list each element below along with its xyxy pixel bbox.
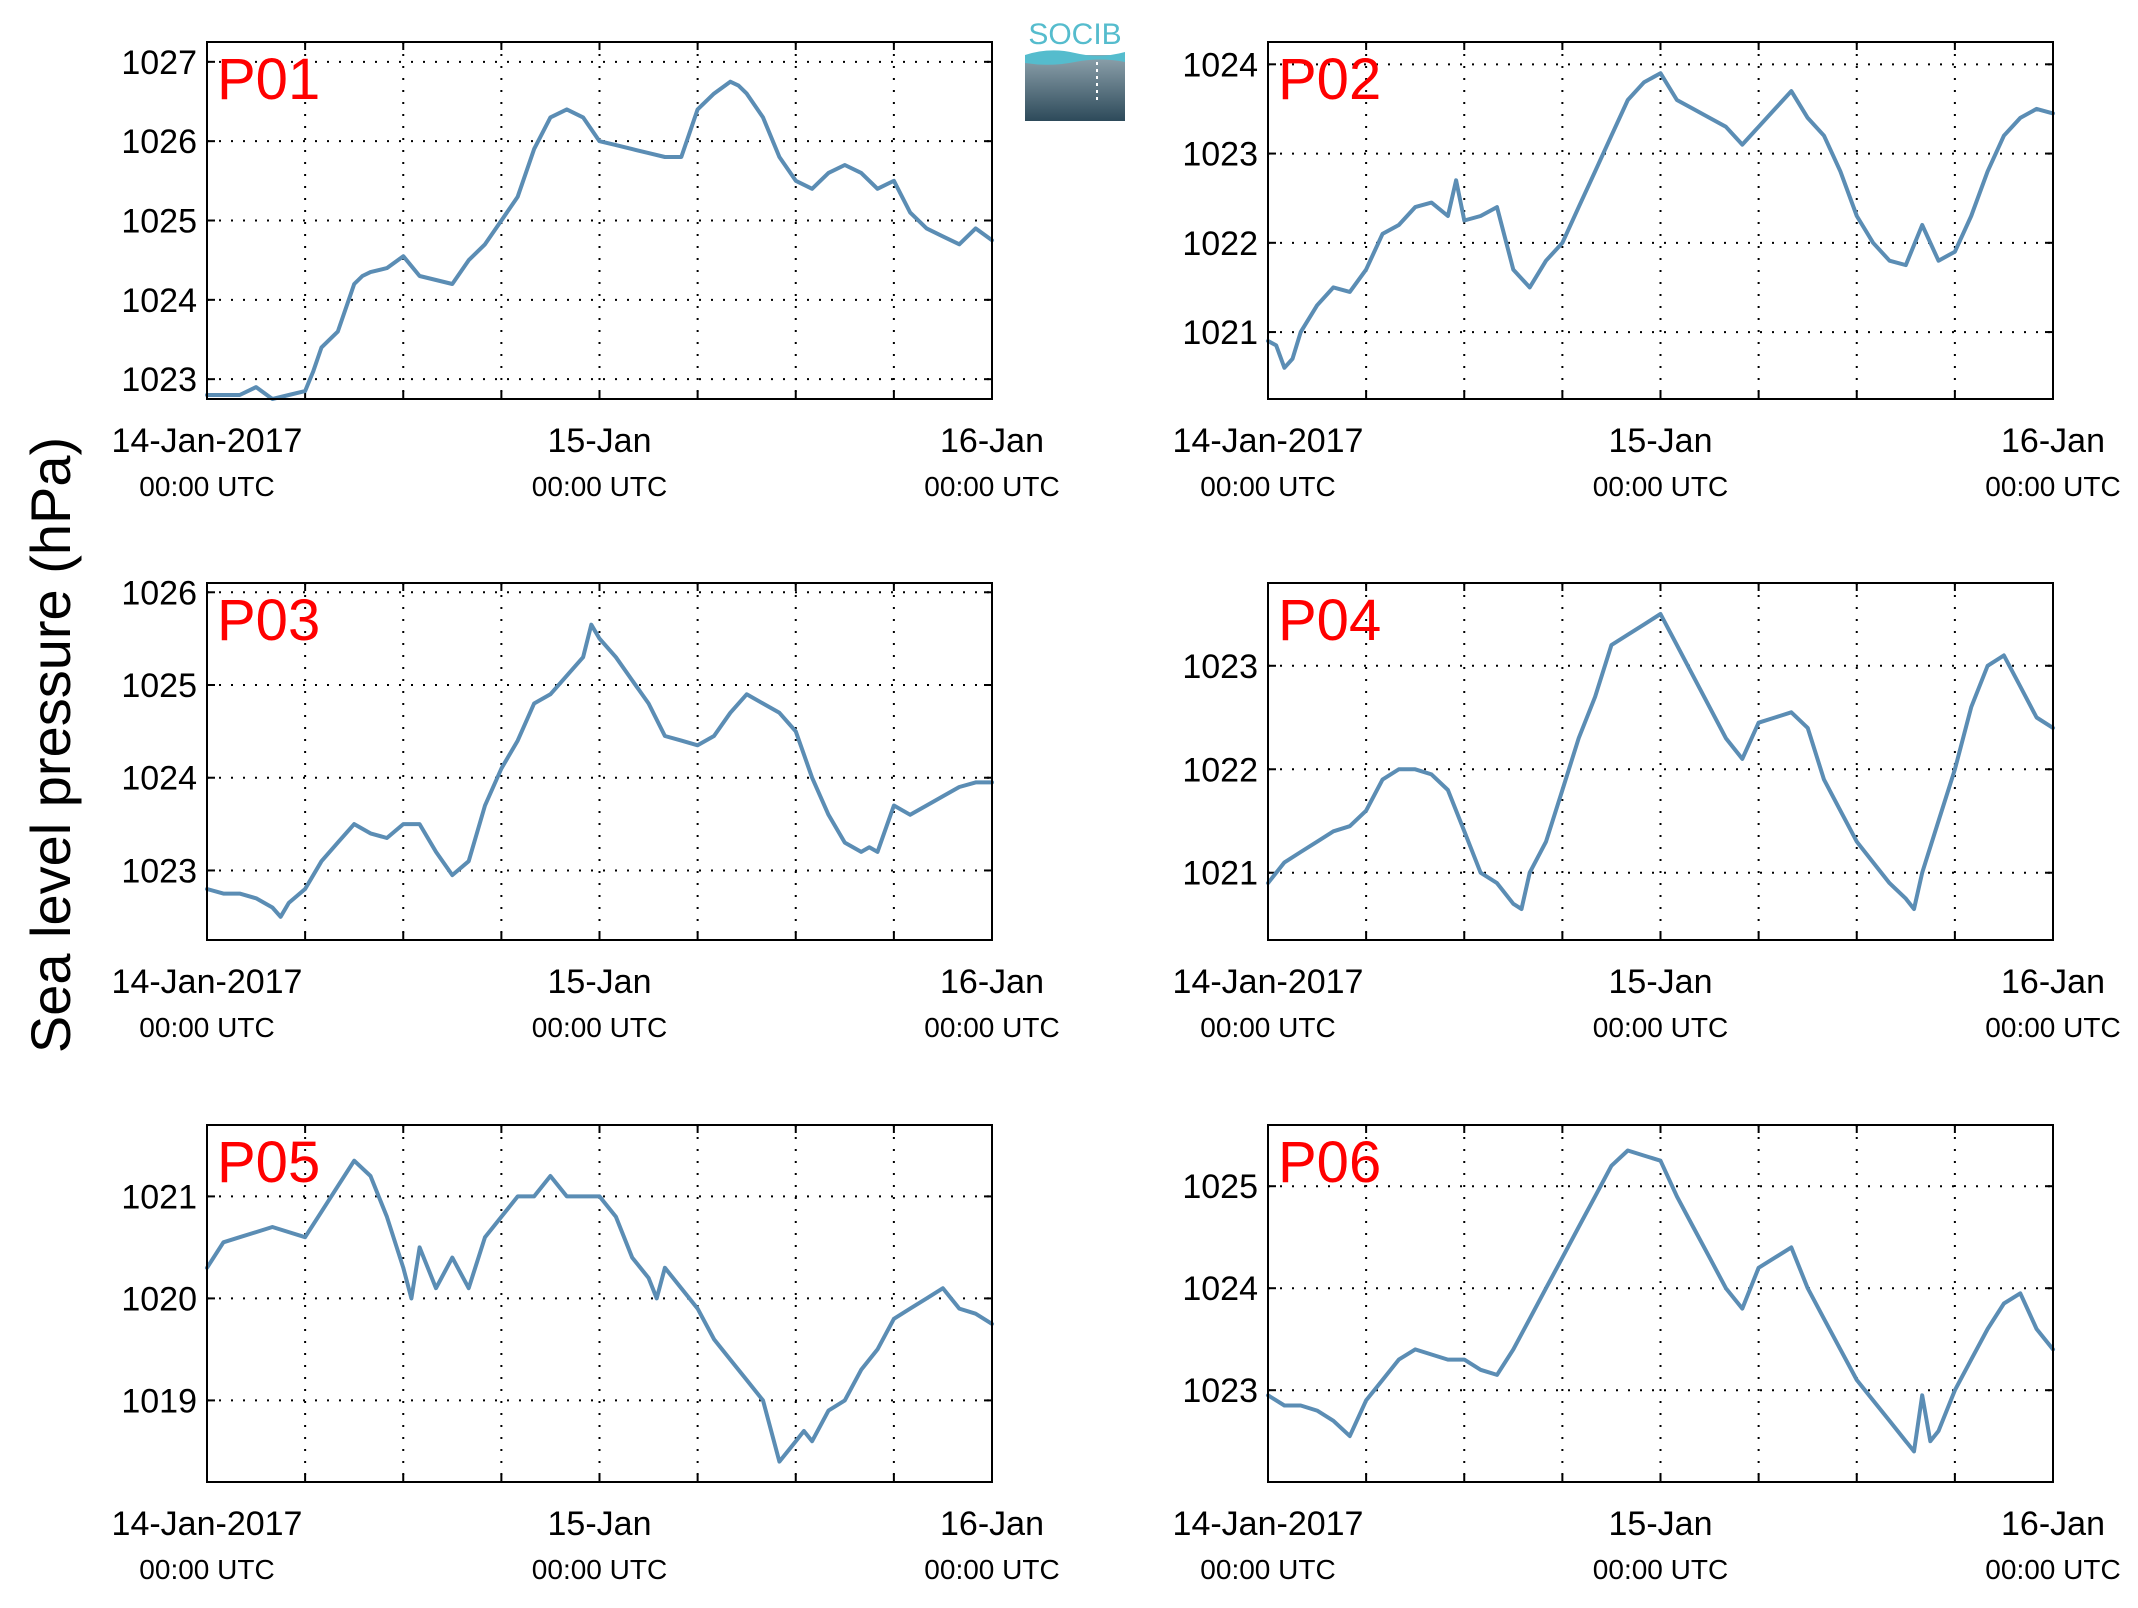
x-tick-time-label: 00:00 UTC <box>532 1554 667 1585</box>
series-line <box>205 1158 994 1464</box>
x-tick-time-label: 00:00 UTC <box>1593 1012 1728 1043</box>
x-tick-date-label: 14-Jan-2017 <box>1173 422 1364 460</box>
axes-frame <box>1267 582 2054 941</box>
y-tick-label: 1026 <box>121 123 197 161</box>
axes-frame <box>206 1124 993 1483</box>
x-tick-time-label: 00:00 UTC <box>139 1012 274 1043</box>
x-tick-time-label: 00:00 UTC <box>1593 1554 1728 1585</box>
y-tick-label: 1019 <box>121 1382 197 1420</box>
x-tick-date-label: 16-Jan <box>940 1505 1044 1543</box>
figure-ylabel: Sea level pressure (hPa) <box>19 437 82 1053</box>
x-tick-time-label: 00:00 UTC <box>924 1012 1059 1043</box>
y-tick-label: 1023 <box>1182 136 1258 174</box>
x-tick-date-label: 15-Jan <box>548 1505 652 1543</box>
x-tick-date-label: 14-Jan-2017 <box>112 963 303 1001</box>
panel-p02: 1021 1022 1023 1024 14-Jan-2017 00:00 UTC 15-J… <box>1173 41 2121 502</box>
y-tick-label: 1024 <box>1182 46 1258 84</box>
x-tick-date-label: 15-Jan <box>1609 422 1713 460</box>
series-line <box>1266 1148 2055 1454</box>
x-tick-time-label: 00:00 UTC <box>924 1554 1059 1585</box>
x-tick-date-label: 16-Jan <box>2001 963 2105 1001</box>
y-tick-label: 1024 <box>121 760 197 798</box>
panel-p03: 1023 1024 1025 1026 14-Jan-2017 00:00 UTC 15-J… <box>112 574 1060 1043</box>
y-tick-label: 1024 <box>1182 1270 1258 1308</box>
x-tick-time-label: 00:00 UTC <box>1200 471 1335 502</box>
series-line <box>205 79 994 401</box>
y-tick-label: 1023 <box>121 361 197 399</box>
x-tick-time-label: 00:00 UTC <box>532 1012 667 1043</box>
y-tick-label: 1025 <box>1182 1168 1258 1206</box>
y-tick-label: 1020 <box>121 1280 197 1318</box>
x-tick-date-label: 16-Jan <box>2001 422 2105 460</box>
panel-p05: 1019 1020 1021 14-Jan-2017 00:00 UTC 15-Jan 00… <box>112 1124 1060 1585</box>
x-tick-time-label: 00:00 UTC <box>1200 1012 1335 1043</box>
y-tick-label: 1022 <box>1182 225 1258 263</box>
x-tick-time-label: 00:00 UTC <box>1593 471 1728 502</box>
y-tick-label: 1021 <box>1182 855 1258 893</box>
x-tick-time-label: 00:00 UTC <box>139 1554 274 1585</box>
x-tick-date-label: 14-Jan-2017 <box>1173 1505 1364 1543</box>
panel-p04: 1021 1022 1023 14-Jan-2017 00:00 UTC 15-Jan 00… <box>1173 582 2121 1043</box>
x-tick-date-label: 16-Jan <box>940 963 1044 1001</box>
y-tick-label: 1021 <box>1182 314 1258 352</box>
panel-label: P01 <box>217 47 320 112</box>
socib-logo: SOCIB <box>1025 18 1125 121</box>
y-tick-label: 1023 <box>1182 648 1258 686</box>
axes-frame <box>206 41 993 400</box>
panel-p01: 1023 1024 1025 1026 1027 14-Jan-2017 00:00 UTC… <box>112 41 1060 502</box>
x-tick-time-label: 00:00 UTC <box>1985 1012 2120 1043</box>
x-tick-time-label: 00:00 UTC <box>1200 1554 1335 1585</box>
x-tick-time-label: 00:00 UTC <box>1985 471 2120 502</box>
y-tick-label: 1026 <box>121 574 197 612</box>
axes-frame <box>1267 41 2054 400</box>
panel-p06: 1023 1024 1025 14-Jan-2017 00:00 UTC 15-Jan 00… <box>1173 1124 2121 1585</box>
y-tick-label: 1024 <box>121 282 197 320</box>
panel-label: P05 <box>217 1130 320 1195</box>
y-tick-label: 1023 <box>121 852 197 890</box>
x-tick-time-label: 00:00 UTC <box>1985 1554 2120 1585</box>
series-line <box>1266 612 2055 911</box>
panel-label: P06 <box>1278 1130 1381 1195</box>
x-tick-date-label: 15-Jan <box>1609 963 1713 1001</box>
panel-label: P04 <box>1278 588 1381 653</box>
x-tick-date-label: 14-Jan-2017 <box>1173 963 1364 1001</box>
y-tick-label: 1025 <box>121 667 197 705</box>
x-tick-date-label: 15-Jan <box>548 422 652 460</box>
panel-label: P03 <box>217 588 320 653</box>
x-tick-date-label: 14-Jan-2017 <box>112 422 303 460</box>
x-tick-time-label: 00:00 UTC <box>532 471 667 502</box>
x-tick-time-label: 00:00 UTC <box>139 471 274 502</box>
x-tick-date-label: 16-Jan <box>2001 1505 2105 1543</box>
y-tick-label: 1023 <box>1182 1372 1258 1410</box>
y-tick-label: 1027 <box>121 44 197 82</box>
x-tick-date-label: 14-Jan-2017 <box>112 1505 303 1543</box>
panel-label: P02 <box>1278 47 1381 112</box>
x-tick-date-label: 16-Jan <box>940 422 1044 460</box>
y-tick-label: 1021 <box>121 1178 197 1216</box>
axes-frame <box>1267 1124 2054 1483</box>
y-tick-label: 1022 <box>1182 751 1258 789</box>
series-line <box>1266 71 2055 370</box>
x-tick-date-label: 15-Jan <box>1609 1505 1713 1543</box>
x-tick-date-label: 15-Jan <box>548 963 652 1001</box>
x-tick-time-label: 00:00 UTC <box>924 471 1059 502</box>
series-line <box>205 622 994 919</box>
axes-frame <box>206 582 993 941</box>
y-tick-label: 1025 <box>121 203 197 241</box>
panels: 1023 1024 1025 1026 1027 14-Jan-2017 00:00 UTC… <box>112 41 2121 1585</box>
socib-logo-text: SOCIB <box>1028 18 1121 51</box>
